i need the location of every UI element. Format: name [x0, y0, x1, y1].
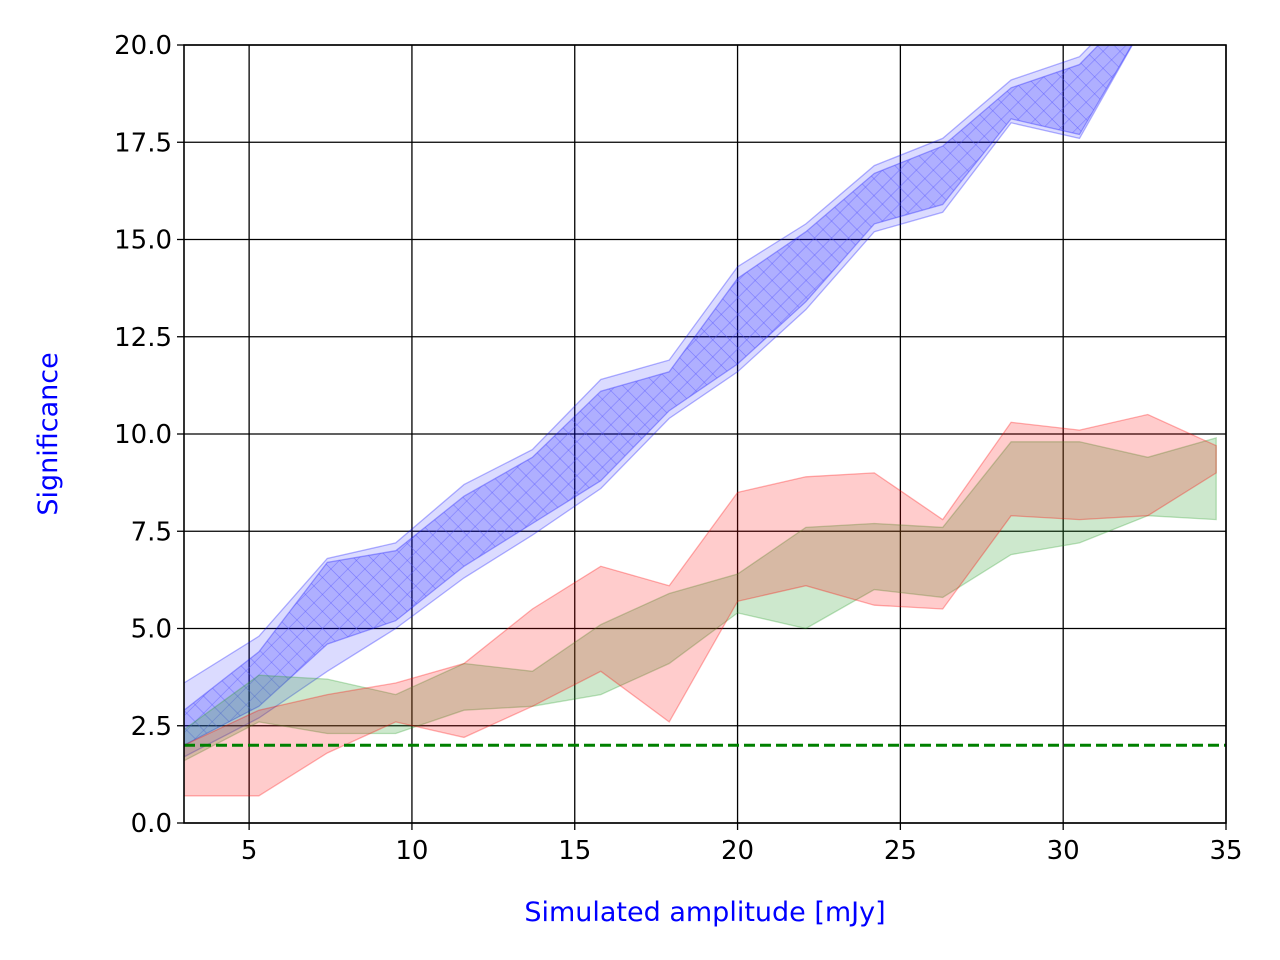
x-tick-label: 30: [1047, 836, 1080, 866]
y-tick-label: 12.5: [114, 323, 172, 353]
x-tick-label: 15: [558, 836, 591, 866]
x-tick-label: 10: [395, 836, 428, 866]
y-axis-title: Significance: [33, 352, 64, 515]
y-tick-label: 20.0: [114, 31, 172, 61]
y-tick-label: 0.0: [131, 809, 172, 839]
band-hatch-1: [184, 45, 1132, 746]
x-tick-label: 35: [1209, 836, 1242, 866]
band-2: [184, 437, 1217, 762]
series-layer: [184, 45, 1217, 797]
y-tick-label: 2.5: [131, 712, 172, 742]
tick-layer: 5 10 15 20 25 30 35 0.0 2.5 5.0 7.5 10.0 12.5 15.0 17.…: [114, 31, 1242, 866]
x-tick-label: 25: [884, 836, 917, 866]
x-tick-label: 20: [721, 836, 754, 866]
y-tick-label: 10.0: [114, 420, 172, 450]
x-tick-label: 5: [241, 836, 258, 866]
y-tick-label: 17.5: [114, 128, 172, 158]
band-3: [184, 413, 1217, 797]
x-axis-title: Simulated amplitude [mJy]: [524, 897, 885, 928]
y-tick-label: 15.0: [114, 226, 172, 256]
y-tick-label: 7.5: [131, 517, 172, 547]
y-tick-label: 5.0: [131, 615, 172, 645]
